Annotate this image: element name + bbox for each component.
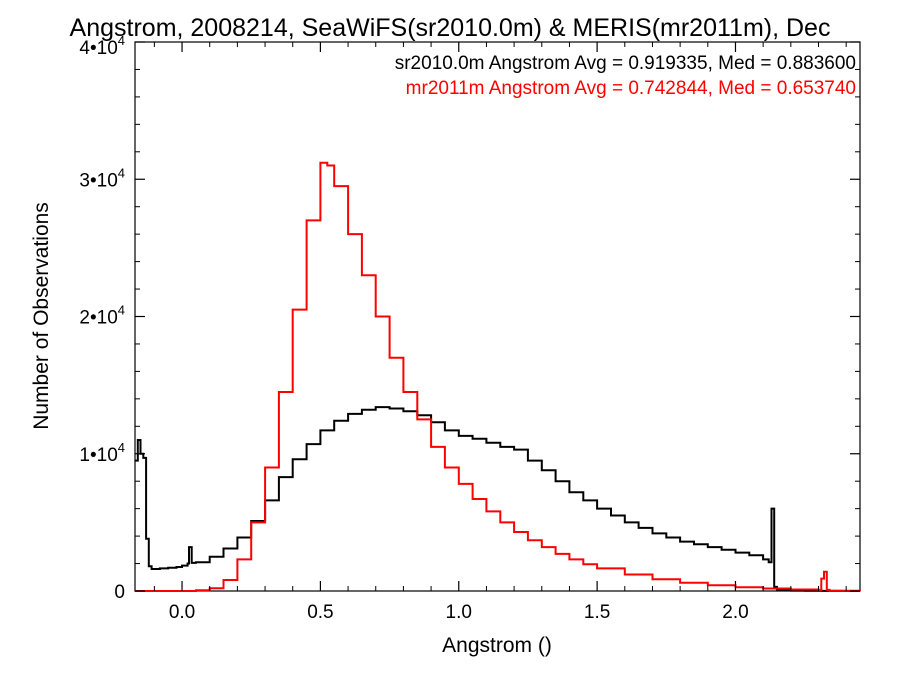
- annotation-0: sr2010.0m Angstrom Avg = 0.919335, Med =…: [395, 53, 856, 74]
- y-tick-base: 4•10: [79, 38, 117, 59]
- y-tick-label: 3•104: [79, 165, 125, 191]
- x-axis-label: Angstrom (): [442, 634, 552, 657]
- x-tick-label: 1.5: [584, 602, 610, 623]
- y-tick-base: 2•10: [79, 308, 117, 329]
- chart-title: Angstrom, 2008214, SeaWiFS(sr2010.0m) & …: [70, 14, 831, 42]
- x-tick-label: 1.0: [446, 602, 472, 623]
- x-tick-label: 0.5: [307, 602, 333, 623]
- y-tick-exponent: 4: [118, 33, 125, 48]
- y-tick-base: 1•10: [79, 445, 117, 466]
- y-tick-exponent: 4: [118, 440, 125, 455]
- y-tick-label: 0: [114, 582, 125, 603]
- plot-frame: [134, 41, 861, 592]
- legend-annotations: sr2010.0m Angstrom Avg = 0.919335, Med =…: [395, 53, 856, 99]
- y-tick-label: 1•104: [79, 440, 125, 466]
- y-tick-exponent: 4: [118, 303, 125, 318]
- series-layer: [135, 161, 861, 592]
- series-1-line: [135, 161, 861, 592]
- annotation-1: mr2011m Angstrom Avg = 0.742844, Med = 0…: [406, 78, 856, 99]
- x-tick-label: 2.0: [722, 602, 748, 623]
- y-axis-label: Number of Observations: [30, 202, 53, 430]
- y-tick-base: 0: [114, 582, 125, 603]
- y-tick-label: 2•104: [79, 303, 125, 329]
- y-tick-exponent: 4: [118, 165, 125, 180]
- y-tick-label: 4•104: [79, 33, 125, 59]
- y-tick-base: 3•10: [79, 170, 117, 191]
- x-tick-label: 0.0: [169, 602, 195, 623]
- series-0-line: [135, 406, 860, 592]
